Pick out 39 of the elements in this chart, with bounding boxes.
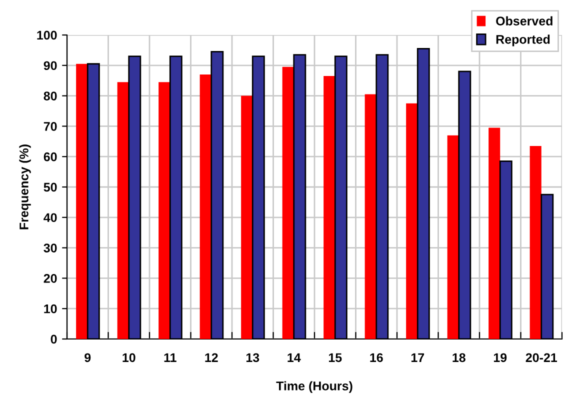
bar <box>530 146 542 339</box>
x-tick-label: 20-21 <box>526 353 558 362</box>
y-tick-label: 70 <box>44 122 57 131</box>
bar <box>447 135 459 339</box>
x-tick-label: 10 <box>122 353 136 362</box>
y-tick-label: 20 <box>44 274 57 283</box>
x-tick-label: 9 <box>84 353 91 362</box>
x-tick-label: 18 <box>452 353 466 362</box>
x-tick-label: 16 <box>370 353 383 362</box>
bar <box>324 76 336 339</box>
y-tick-label: 90 <box>44 61 57 70</box>
y-tick-label: 40 <box>44 213 57 222</box>
y-tick-label: 100 <box>37 30 57 40</box>
x-axis-title: Time (Hours) <box>276 381 352 393</box>
y-tick-label: 30 <box>44 244 57 252</box>
bar <box>488 128 500 339</box>
x-tick-label: 15 <box>328 353 342 362</box>
bar <box>76 64 88 339</box>
x-tick-label: 14 <box>288 353 301 362</box>
y-tick-label: 50 <box>44 182 57 192</box>
y-tick-label: 0 <box>50 334 57 344</box>
y-tick-label: 80 <box>44 92 57 100</box>
x-tick-label: 17 <box>411 353 424 362</box>
x-tick-label: 11 <box>164 353 176 362</box>
bar <box>200 74 212 339</box>
y-axis-title: Frequency (%) <box>19 144 31 230</box>
legend-label: Reported <box>496 34 550 46</box>
bar <box>117 82 129 339</box>
bar <box>364 94 376 339</box>
y-tick-label: 10 <box>44 304 57 314</box>
bar <box>158 82 170 339</box>
bar <box>406 103 418 339</box>
bar <box>241 96 253 339</box>
x-tick-label: 13 <box>246 353 260 362</box>
x-tick-label: 19 <box>494 353 507 362</box>
x-tick-label: 12 <box>205 353 218 362</box>
y-tick-label: 60 <box>44 152 57 162</box>
legend-label: Observed <box>496 16 552 26</box>
bar <box>282 66 294 339</box>
